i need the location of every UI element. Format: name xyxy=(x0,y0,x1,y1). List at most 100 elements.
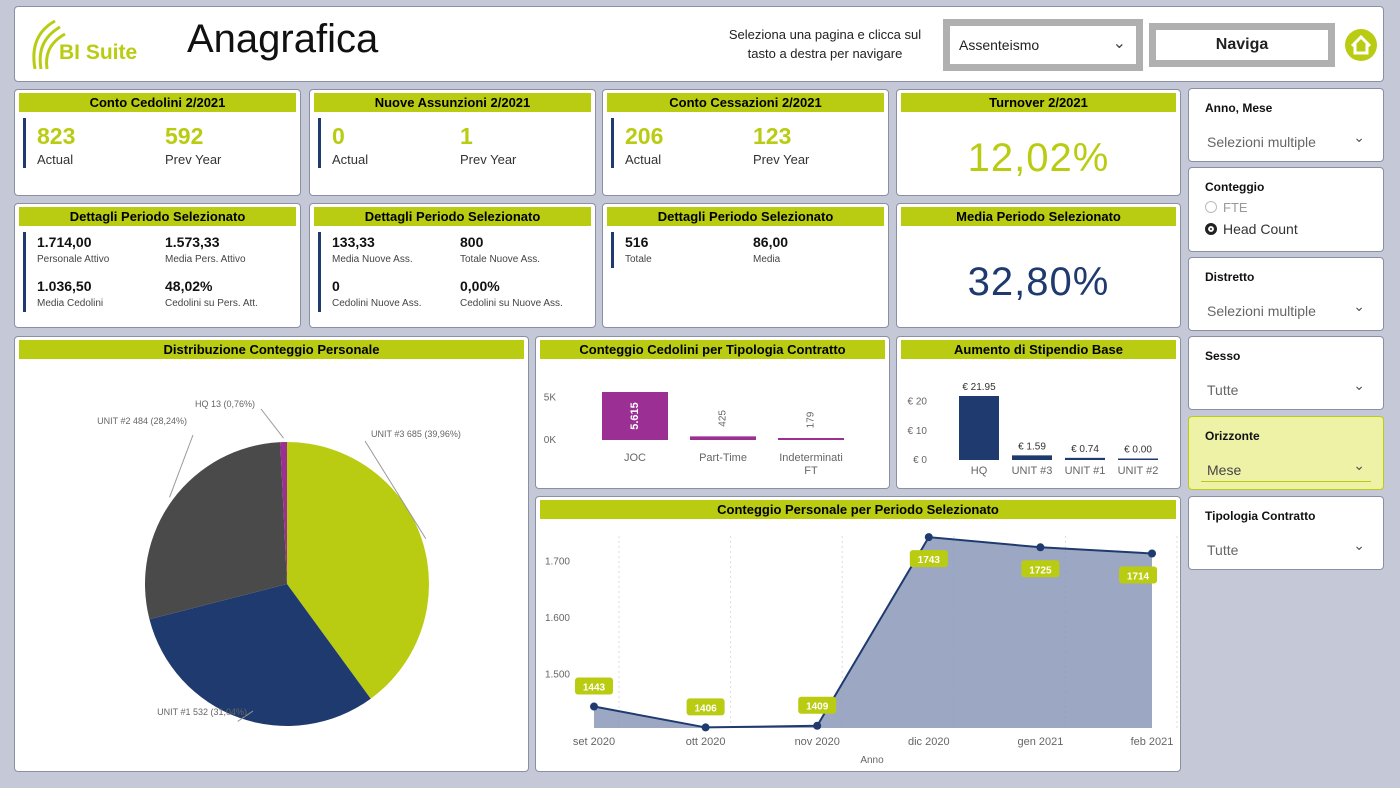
kpi-prev-label: Prev Year xyxy=(165,152,222,167)
media-cedolini-label: Media Cedolini xyxy=(37,298,104,309)
chevron-down-icon: ⌄ xyxy=(1353,537,1365,553)
pie-chart-card: Distribuzione Conteggio Personale UNIT #… xyxy=(14,336,529,772)
slicer-value: Selezioni multiple xyxy=(1207,303,1316,319)
media-nuove-ass-label: Media Nuove Ass. xyxy=(332,254,413,265)
slicer-title: Conteggio xyxy=(1205,180,1265,194)
data-label-box xyxy=(575,677,613,695)
kpi-prev-value: 592 xyxy=(165,123,204,149)
kpi-nuove-assunzioni: Nuove Assunzioni 2/2021 0 Actual 1 Prev … xyxy=(309,89,596,196)
bar xyxy=(602,392,668,440)
bar xyxy=(1065,457,1105,460)
kpi-actual-value: 0 xyxy=(332,123,345,149)
naviga-button[interactable]: Naviga xyxy=(1149,23,1335,67)
data-label-box xyxy=(686,698,725,716)
totale-nuove-ass-value: 800 xyxy=(460,234,484,250)
bar-chart-stipendio-card: Aumento di Stipendio Base € 20 € 10 € 0 € 2… xyxy=(896,336,1181,489)
x-tick-label: feb 2021 xyxy=(1131,736,1174,748)
chevron-down-icon: ⌄ xyxy=(1353,377,1365,393)
pie-leader-line xyxy=(237,710,254,722)
area-chart-title: Conteggio Personale per Periodo Selezion… xyxy=(540,500,1176,519)
slicer-conteggio: Conteggio FTE Head Count xyxy=(1188,167,1384,252)
slicer-anno-mese[interactable]: Anno, Mese Selezioni multiple ⌄ xyxy=(1188,88,1384,162)
nav-hint-line2: tasto a destra per navigare xyxy=(747,46,903,61)
pie-leader-line xyxy=(260,408,284,439)
slicer-title: Sesso xyxy=(1205,349,1241,363)
y-tick-label: 5K xyxy=(544,392,557,403)
radio-head-count-label: Head Count xyxy=(1223,221,1298,237)
x-tick-label: UNIT #1 xyxy=(1065,465,1106,477)
media-value: 86,00 xyxy=(753,234,789,250)
x-tick-label: UNIT #2 xyxy=(1118,465,1159,477)
page-dropdown[interactable]: Assenteismo ⌄ xyxy=(943,19,1143,71)
data-label: 1443 xyxy=(583,683,606,694)
kpi-accent-bar xyxy=(611,118,614,168)
data-point xyxy=(701,723,710,732)
pie-slice-label: HQ 13 (0,76%) xyxy=(195,399,255,409)
bar xyxy=(1118,458,1158,460)
nav-hint: Seleziona una pagina e clicca sul tasto … xyxy=(705,25,945,63)
area-line xyxy=(593,536,1153,729)
bar-chart-contratto-title: Conteggio Cedolini per Tipologia Contrat… xyxy=(540,340,885,359)
x-tick-label: dic 2020 xyxy=(908,736,950,748)
y-tick-label: € 0 xyxy=(913,455,927,466)
slicer-orizzonte[interactable]: Orizzonte Mese ⌄ xyxy=(1188,416,1384,490)
naviga-label: Naviga xyxy=(1215,36,1269,53)
media-periodo-title: Media Periodo Selezionato xyxy=(901,207,1176,226)
pie-leader-line xyxy=(169,434,194,498)
data-label-box xyxy=(1021,560,1060,578)
home-icon[interactable] xyxy=(1343,27,1379,63)
pie-slice-label: UNIT #3 685 (39,96%) xyxy=(371,429,461,439)
totale-nuove-ass-label: Totale Nuove Ass. xyxy=(460,254,541,265)
kpi-title: Conto Cedolini 2/2021 xyxy=(19,93,296,112)
cedolini-su-nuove-ass-label: Cedolini su Nuove Ass. xyxy=(460,298,563,309)
nav-hint-line1: Seleziona una pagina e clicca sul xyxy=(728,27,922,42)
details-personale: Dettagli Periodo Selezionato 1.714,00 Pe… xyxy=(14,203,301,328)
pie-slice xyxy=(280,442,287,584)
kpi-turnover: Turnover 2/2021 12,02% xyxy=(896,89,1181,196)
bar-chart-contratto-card: Conteggio Cedolini per Tipologia Contrat… xyxy=(535,336,890,489)
area-chart: 1.700 1.600 1.500 1443 set 2020 1406 ott 2020 1… xyxy=(545,533,1178,766)
x-axis-title: Anno xyxy=(860,755,884,766)
data-point xyxy=(813,721,822,730)
page-dropdown-value: Assenteismo xyxy=(959,37,1040,53)
kpi-prev-value: 123 xyxy=(753,123,792,149)
x-tick-label: gen 2021 xyxy=(1017,736,1063,748)
bar xyxy=(959,396,999,460)
details-assunzioni: Dettagli Periodo Selezionato 133,33 Medi… xyxy=(309,203,596,328)
pie-slice xyxy=(149,584,371,726)
bar-data-label: 179 xyxy=(806,411,817,428)
radio-head-count[interactable]: Head Count xyxy=(1205,221,1298,237)
y-tick-label: 1.700 xyxy=(545,556,570,567)
x-tick-label: Part-Time xyxy=(699,452,747,464)
slicer-tipologia-contratto[interactable]: Tipologia Contratto Tutte ⌄ xyxy=(1188,496,1384,570)
chevron-down-icon: ⌄ xyxy=(1112,35,1126,52)
kpi-accent-bar xyxy=(23,118,26,168)
chevron-down-icon: ⌄ xyxy=(1353,457,1365,473)
cedolini-nuove-ass-value: 0 xyxy=(332,278,340,294)
data-point xyxy=(590,702,598,711)
pie-chart: UNIT #3 685 (39,96%) UNIT #1 532 (31,04%)… xyxy=(97,399,461,726)
radio-fte[interactable]: FTE xyxy=(1205,200,1248,215)
slicer-sesso[interactable]: Sesso Tutte ⌄ xyxy=(1188,336,1384,410)
details-title: Dettagli Periodo Selezionato xyxy=(314,207,591,226)
chevron-down-icon: ⌄ xyxy=(1353,298,1365,314)
slicer-distretto[interactable]: Distretto Selezioni multiple ⌄ xyxy=(1188,257,1384,331)
kpi-actual-label: Actual xyxy=(37,152,74,167)
details-accent-bar xyxy=(611,232,614,268)
radio-selected-icon xyxy=(1205,223,1217,235)
details-title: Dettagli Periodo Selezionato xyxy=(607,207,884,226)
x-tick-label: JOC xyxy=(624,452,646,464)
kpi-actual-label: Actual xyxy=(332,152,369,167)
kpi-actual-value: 206 xyxy=(625,123,664,149)
x-tick-label: set 2020 xyxy=(573,736,615,748)
details-title: Dettagli Periodo Selezionato xyxy=(19,207,296,226)
media-nuove-ass-value: 133,33 xyxy=(332,234,375,250)
area-chart-card: Conteggio Personale per Periodo Selezion… xyxy=(535,496,1181,772)
x-tick-label: FT xyxy=(804,465,818,477)
kpi-conto-cessazioni: Conto Cessazioni 2/2021 206 Actual 123 P… xyxy=(602,89,889,196)
kpi-title: Turnover 2/2021 xyxy=(901,93,1176,112)
bar-chart-contratto: 5K 0K 5.615 JOC 425 Part-Time 179 Indeterminati… xyxy=(544,392,844,477)
bar-chart-stipendio-title: Aumento di Stipendio Base xyxy=(901,340,1176,359)
pie-slice-label: UNIT #1 532 (31,04%) xyxy=(157,707,247,717)
kpi-title: Conto Cessazioni 2/2021 xyxy=(607,93,884,112)
